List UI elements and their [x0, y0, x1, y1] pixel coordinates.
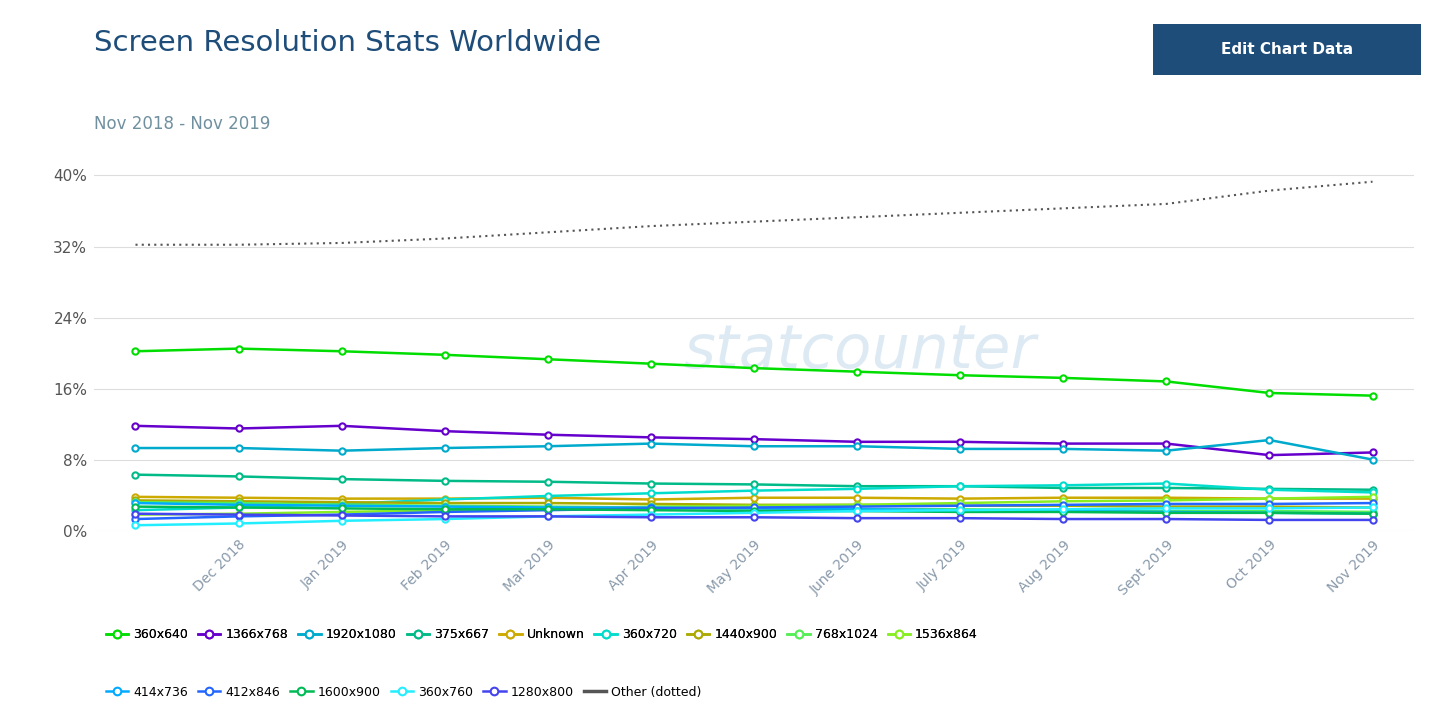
Legend: 414x736, 412x846, 1600x900, 360x760, 1280x800, Other (dotted): 414x736, 412x846, 1600x900, 360x760, 128…: [100, 680, 706, 703]
Legend: 360x640, 1366x768, 1920x1080, 375x667, Unknown, 360x720, 1440x900, 768x1024, 153: 360x640, 1366x768, 1920x1080, 375x667, U…: [100, 623, 983, 646]
Text: Edit Chart Data: Edit Chart Data: [1221, 42, 1353, 57]
Text: Nov 2018 - Nov 2019: Nov 2018 - Nov 2019: [94, 115, 271, 133]
Text: Screen Resolution Stats Worldwide: Screen Resolution Stats Worldwide: [94, 29, 602, 57]
Text: statcounter: statcounter: [683, 322, 1035, 381]
